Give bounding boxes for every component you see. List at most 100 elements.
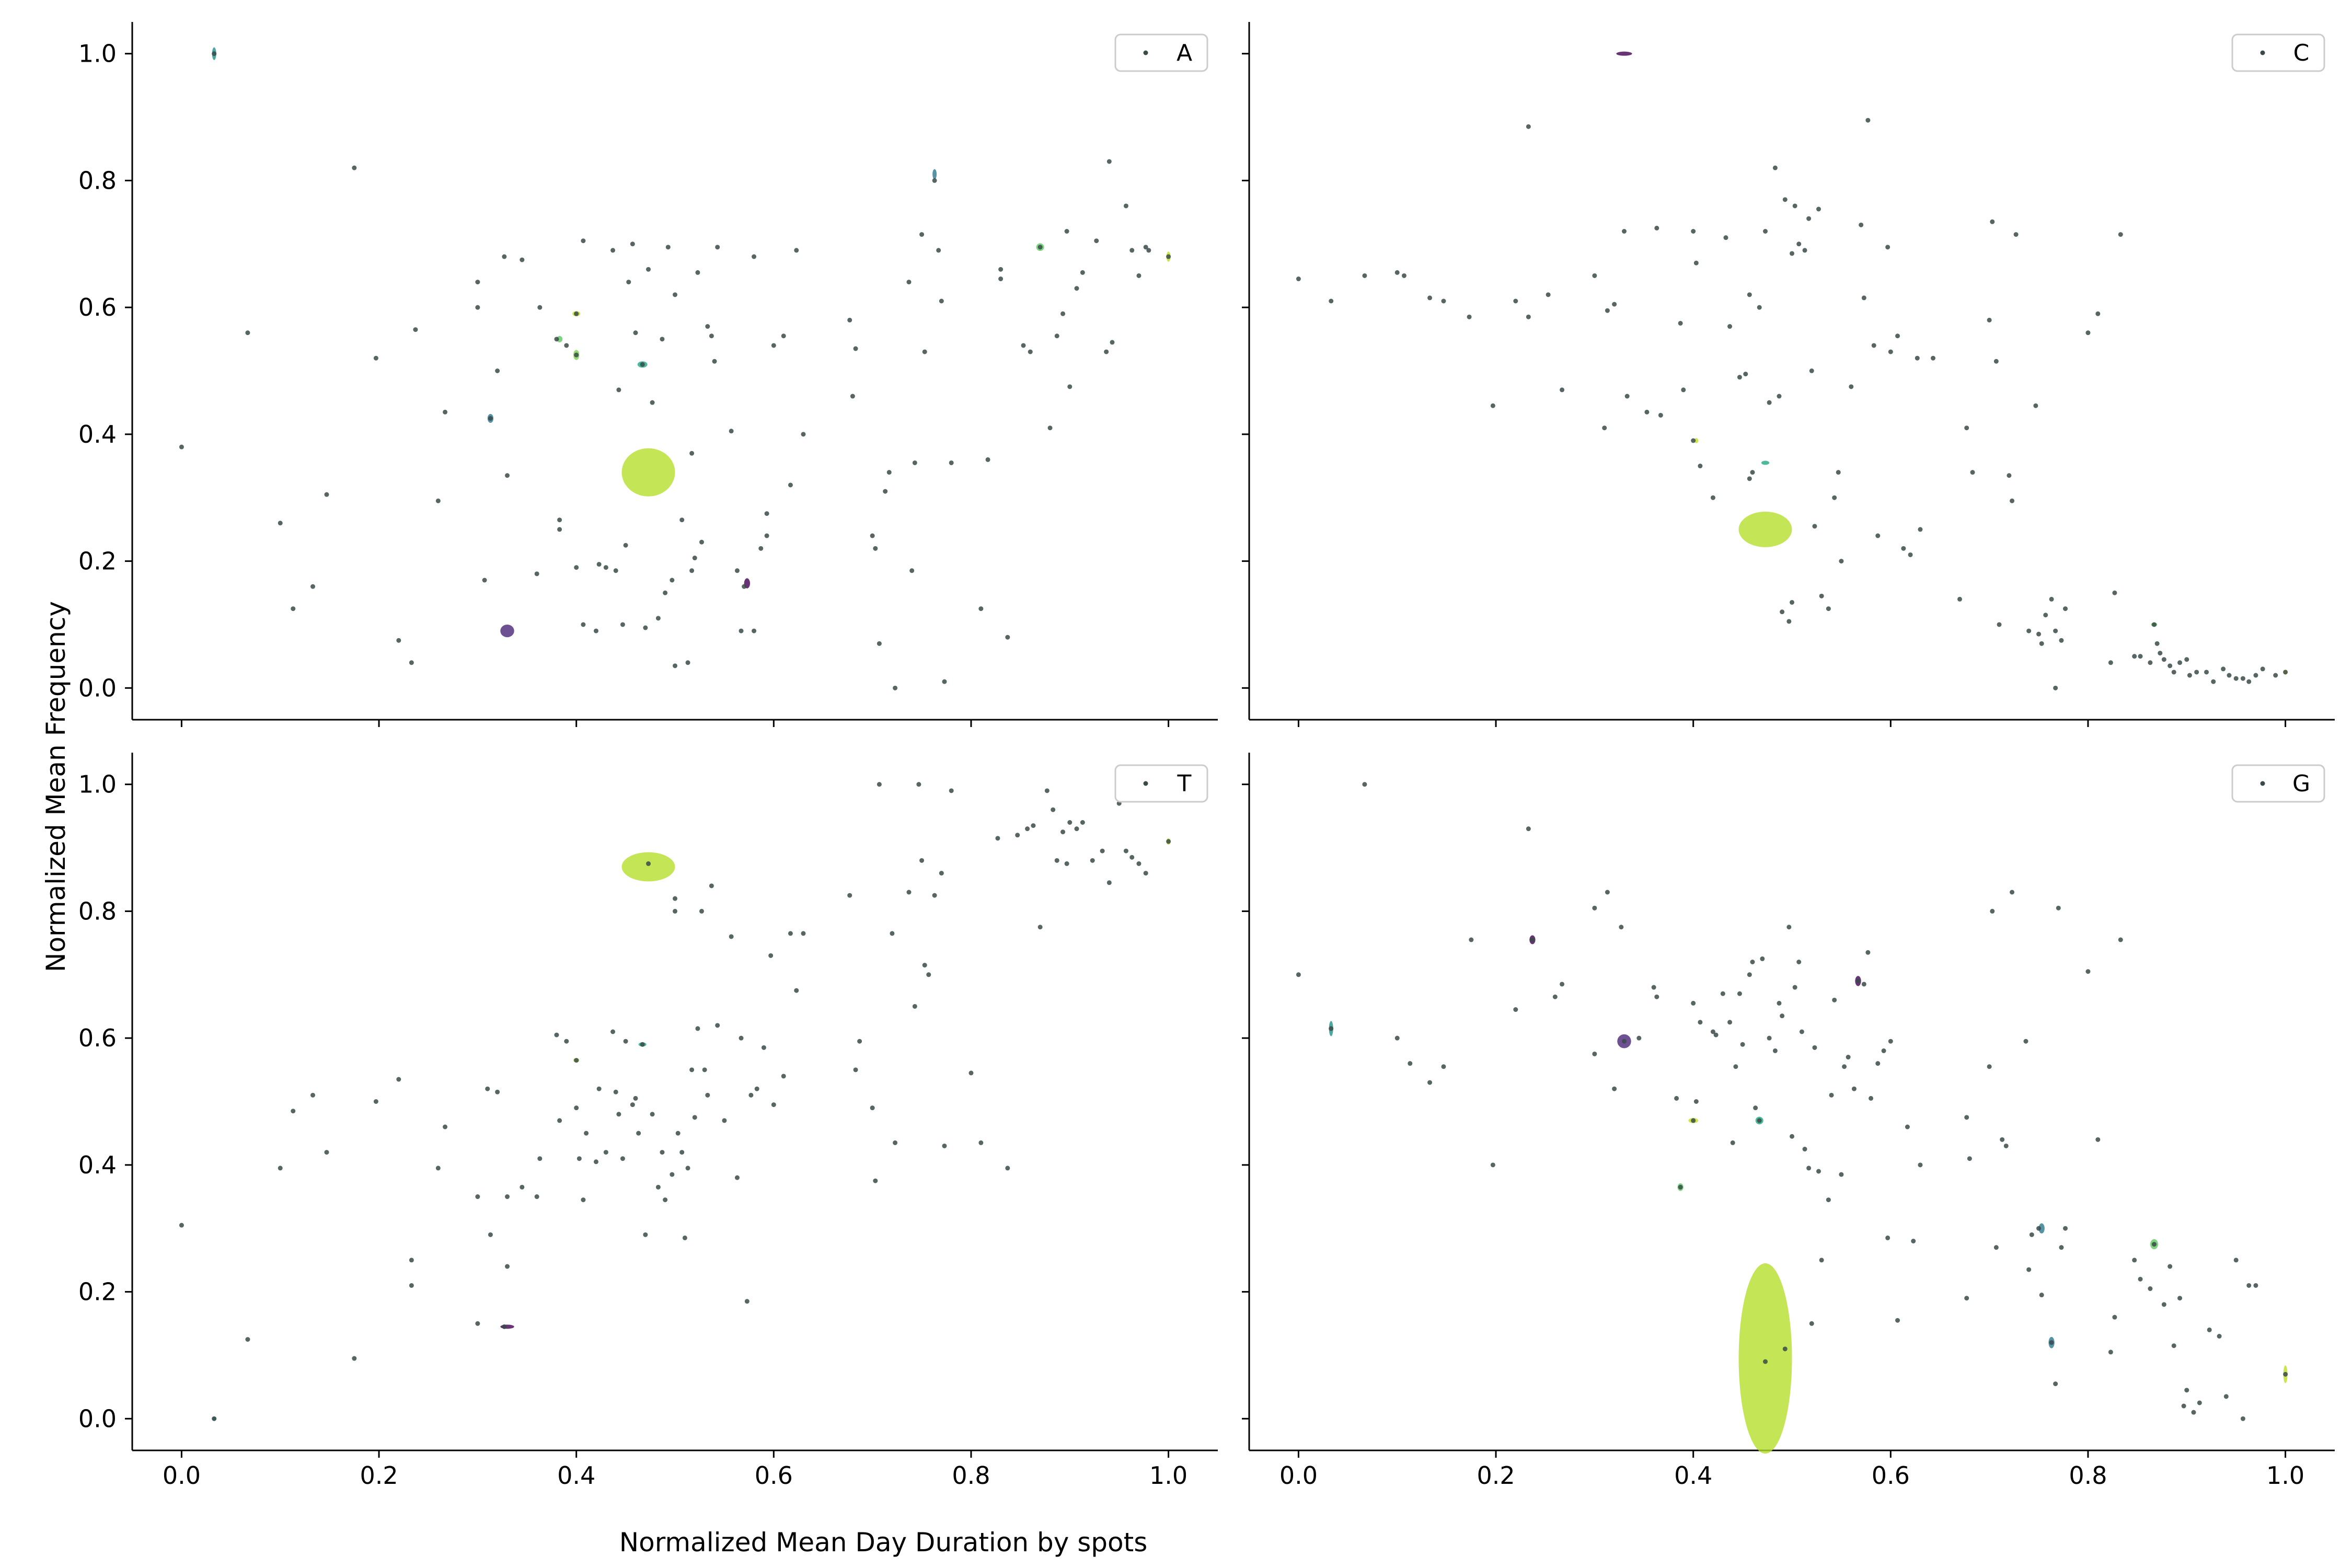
data-point [1772,1048,1778,1053]
data-point [922,349,927,354]
data-point [715,1023,720,1028]
data-point [1888,349,1893,354]
data-point [2036,1226,2042,1231]
data-point [1166,839,1171,844]
data-point [554,337,559,342]
data-point [505,1264,510,1269]
data-point [2095,311,2101,316]
data-point [1028,349,1033,354]
data-point [919,232,925,237]
x-tick-label: 0.4 [1674,1461,1712,1490]
data-point [1777,394,1782,399]
data-point [373,355,378,361]
legend-frame [2231,33,2325,72]
data-point [1408,1061,1413,1066]
data-point [409,1283,414,1288]
x-tick-label: 0.2 [360,1461,398,1490]
data-point [1146,248,1151,253]
data-point [1427,295,1433,301]
data-point [537,1156,543,1161]
data-point [752,254,757,259]
data-point [505,473,510,478]
data-point [689,1067,695,1073]
data-point [1875,533,1881,538]
data-point [2191,1410,2196,1415]
data-point [1619,925,1624,930]
data-point [2063,606,2068,612]
data-point [1806,216,1812,221]
data-point [734,568,740,573]
data-point [1064,861,1069,866]
data-point [2085,969,2091,974]
data-point [942,679,947,684]
data-point [475,305,480,310]
data-point [794,988,799,993]
data-point [620,622,625,627]
data-point [2240,1416,2245,1421]
data-point [616,1112,621,1117]
data-point [520,257,525,262]
data-point [689,451,695,456]
data-point [1826,606,1831,612]
data-point [1733,1064,1738,1069]
data-point [1037,925,1043,930]
data-point [660,1150,665,1155]
data-point [936,248,941,253]
data-point [646,861,651,866]
data-point [673,908,677,914]
data-point [1747,292,1752,297]
data-point [1865,118,1871,123]
data-point [1970,470,1975,475]
data-point [1964,425,1969,431]
data-point [890,931,895,936]
data-point [912,1004,917,1009]
x-tick-label: 0.2 [1477,1461,1515,1490]
data-point [623,543,628,548]
data-point [679,517,685,523]
data-point [2138,1276,2143,1282]
data-point [1767,1035,1772,1041]
data-point [2118,232,2123,237]
data-point [557,527,562,532]
data-point [413,327,418,332]
data-point [1772,165,1778,170]
data-point [1552,994,1558,999]
data-point [1747,972,1752,977]
data-point [1362,273,1367,278]
data-point [310,584,316,589]
data-point [1875,1061,1881,1066]
data-point [1869,1096,1874,1101]
data-point [2059,638,2064,643]
data-point [1441,298,1446,304]
data-point [877,782,882,787]
data-point [179,1223,184,1228]
x-tick-label: 0.8 [952,1461,990,1490]
data-point [633,330,638,336]
data-point [709,333,714,339]
data-point [978,1140,984,1145]
data-point [870,533,875,538]
data-point [729,429,734,434]
data-point [853,346,858,351]
data-point [998,276,1004,282]
y-tick-label: 0.4 [78,1151,117,1179]
y-tick-label: 0.6 [78,1024,117,1052]
data-point [877,641,882,646]
data-point [1658,412,1663,418]
data-point [475,1321,480,1326]
data-point [1990,908,1995,914]
data-point [1067,384,1073,389]
data-point [581,1197,586,1203]
data-marker [1738,1263,1792,1454]
y-tick-label: 0.0 [78,674,117,702]
data-point [1054,333,1059,339]
data-point [626,280,631,285]
data-point [1622,1039,1627,1044]
legend-label: C [2293,40,2310,66]
data-point [670,1172,675,1177]
data-point [1592,273,1597,278]
data-point [2171,670,2176,675]
data-point [1546,292,1551,297]
x-tick-label: 1.0 [1149,1461,1187,1490]
data-point [495,368,500,373]
